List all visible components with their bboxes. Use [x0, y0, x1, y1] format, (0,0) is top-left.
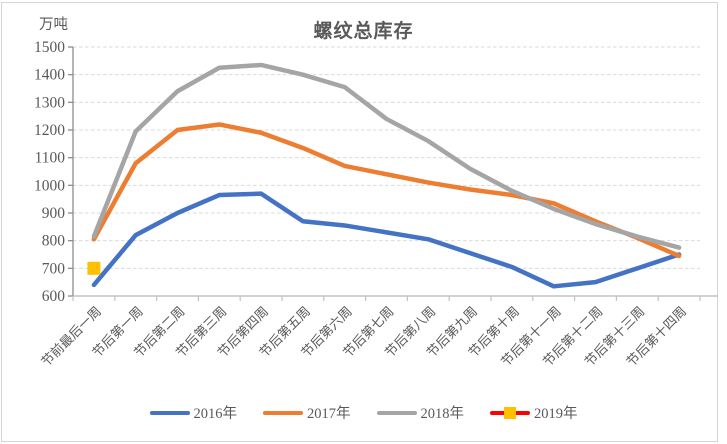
data-point-marker-2019 — [87, 261, 101, 275]
y-axis-tick-label: 800 — [42, 233, 66, 250]
legend-label-2016: 2016年 — [193, 406, 238, 422]
legend-marker-2016 — [149, 407, 190, 419]
y-axis-tick-label: 900 — [42, 205, 66, 222]
legend-item-2017: 2017年 — [263, 402, 351, 423]
y-axis-tick-label: 1400 — [34, 67, 65, 84]
x-axis-category-label: 节前最后一周 — [38, 304, 104, 370]
legend-item-2018: 2018年 — [376, 402, 465, 423]
chart-title: 螺纹总库存 — [313, 21, 414, 42]
legend-item-2019: 2019年 — [490, 402, 578, 423]
y-axis-tick-label: 1300 — [34, 94, 65, 111]
series-line-2017 — [91, 122, 682, 259]
y-axis-tick-label: 1100 — [35, 150, 66, 167]
y-axis-tick-label: 600 — [42, 288, 66, 305]
legend-label-2019: 2019年 — [534, 406, 578, 422]
series-line-2018 — [91, 62, 682, 250]
plot-area: 600 700 800 900 1000 1100 1200 1300 1400 1500 节前最后… — [34, 39, 718, 370]
legend-label-2018: 2018年 — [420, 406, 465, 422]
legend-line-swatch-2018 — [376, 410, 417, 415]
legend-marker-2019 — [490, 406, 530, 419]
legend-marker-2017 — [263, 407, 303, 419]
legend-label-2017: 2017年 — [307, 406, 351, 422]
legend: 2016年 2017年 2018年 2019年 — [0, 402, 727, 423]
legend-item-2016: 2016年 — [149, 402, 238, 423]
legend-line-swatch-2016 — [149, 410, 190, 415]
y-axis-tick-label: 1000 — [34, 177, 65, 194]
y-axis-unit-label: 万吨 — [39, 17, 68, 33]
y-axis-tick-label: 700 — [42, 260, 66, 277]
legend-marker-2018 — [376, 407, 417, 419]
legend-square-swatch-2019 — [504, 406, 516, 419]
y-axis-tick-label: 1500 — [34, 39, 65, 56]
series-line-2016 — [91, 191, 682, 289]
y-axis-tick-label: 1200 — [34, 122, 65, 139]
legend-line-swatch-2017 — [263, 410, 303, 415]
